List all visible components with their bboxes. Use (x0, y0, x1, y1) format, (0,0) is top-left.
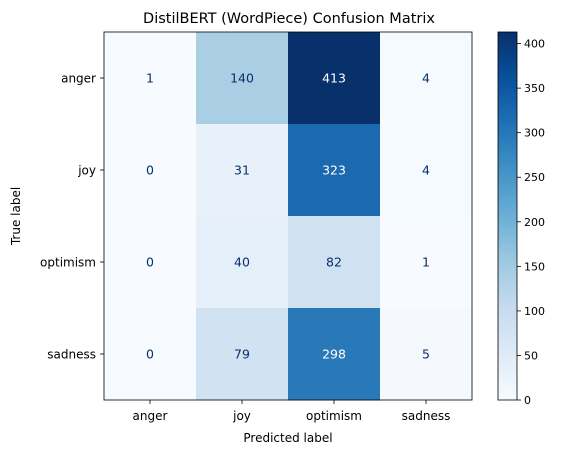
heatmap-cell (104, 124, 197, 217)
heatmap-cell (104, 308, 197, 401)
colorbar-tick-label: 150 (524, 260, 545, 273)
heatmap-cells (104, 32, 473, 401)
heatmap-cell (288, 216, 381, 309)
heatmap-cell-value: 1 (422, 255, 430, 270)
colorbar-tick-label: 300 (524, 127, 545, 140)
y-tick-label: sadness (47, 348, 96, 362)
y-tick-label: joy (77, 164, 96, 178)
colorbar-ticks: 0 50 100 150 200 250 300 350 400 (517, 38, 545, 407)
y-axis-label: True label (9, 187, 23, 246)
heatmap-cell-value: 298 (322, 347, 346, 362)
heatmap-cell (288, 124, 381, 217)
colorbar-tick-label: 0 (524, 394, 531, 407)
chart-title: DistilBERT (WordPiece) Confusion Matrix (143, 11, 435, 27)
colorbar-tick-label: 400 (524, 38, 545, 51)
x-tick-label: optimism (306, 409, 362, 423)
y-tick-label: optimism (40, 256, 96, 270)
heatmap-cell-value: 1 (146, 71, 154, 86)
colorbar (497, 31, 518, 401)
heatmap-cell-value: 82 (326, 255, 342, 270)
heatmap-cell-value: 140 (230, 71, 254, 86)
heatmap-cell (380, 216, 473, 309)
y-axis: anger joy optimism sadness (40, 72, 104, 362)
x-axis-label: Predicted label (243, 431, 332, 445)
heatmap-cell (104, 216, 197, 309)
heatmap-cell (196, 308, 289, 401)
x-axis: anger joy optimism sadness (133, 400, 451, 423)
heatmap-cell-value: 323 (322, 163, 346, 178)
heatmap-cell-labels: 1 140 413 40 31 323 40 40 82 10 79 298 5 (146, 71, 430, 362)
colorbar-tick-label: 50 (524, 349, 538, 362)
colorbar-tick-label: 350 (524, 82, 545, 95)
heatmap-cell-value: 0 (146, 255, 154, 270)
colorbar-tick-label: 200 (524, 216, 545, 229)
heatmap-cell (196, 124, 289, 217)
heatmap-cell-value: 31 (234, 163, 250, 178)
y-tick-label: anger (61, 72, 96, 86)
heatmap-cell-value: 0 (146, 163, 154, 178)
heatmap-cell (196, 32, 289, 125)
heatmap-cell-value: 0 (146, 347, 154, 362)
x-tick-label: anger (133, 409, 168, 423)
heatmap-cell (288, 32, 381, 125)
heatmap-cell (380, 124, 473, 217)
heatmap-cell-value: 5 (422, 347, 430, 362)
heatmap-cell-value: 413 (322, 71, 346, 86)
plot-frame (103, 31, 473, 401)
heatmap-cell (104, 32, 197, 125)
heatmap-cell-value: 40 (234, 255, 250, 270)
heatmap-cell-value: 79 (234, 347, 250, 362)
heatmap-cell (380, 308, 473, 401)
heatmap-cell-value: 4 (422, 163, 430, 178)
x-tick-label: joy (232, 409, 251, 423)
heatmap-cell (380, 32, 473, 125)
x-tick-label: sadness (402, 409, 451, 423)
heatmap-cell (196, 216, 289, 309)
heatmap-cell (288, 308, 381, 401)
heatmap-cell-value: 4 (422, 71, 430, 86)
colorbar-tick-label: 250 (524, 171, 545, 184)
colorbar-tick-label: 100 (524, 305, 545, 318)
